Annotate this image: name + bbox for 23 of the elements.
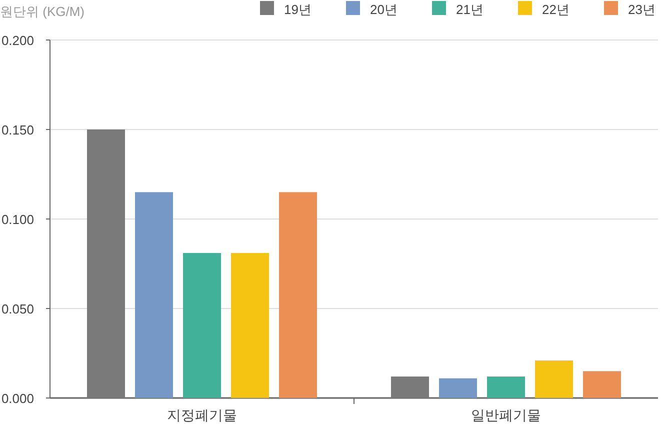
x-tick-label: 일반폐기물 [471, 407, 541, 423]
y-tick-label: 0.050 [1, 302, 34, 316]
bar [231, 253, 269, 398]
bar [87, 130, 125, 398]
bar [487, 376, 525, 398]
bar [439, 378, 477, 398]
legend-label: 23년 [628, 2, 656, 17]
bar [583, 371, 621, 398]
legend-label: 19년 [284, 2, 312, 17]
legend-label: 22년 [542, 2, 570, 17]
bar [183, 253, 221, 398]
x-tick-label: 지정폐기물 [167, 407, 237, 423]
y-tick-label: 0.100 [1, 212, 34, 227]
bar [279, 192, 317, 398]
y-tick-label: 0.000 [1, 391, 34, 406]
y-tick-label: 0.150 [1, 122, 34, 138]
legend-label: 20년 [370, 2, 398, 17]
y-axis-title: 원단위 (KG/M) [0, 4, 84, 19]
y-tick-label: 0.200 [1, 33, 34, 48]
legend-label: 21년 [456, 2, 484, 17]
bar [391, 376, 429, 398]
bar [535, 360, 573, 398]
bar [135, 192, 173, 398]
